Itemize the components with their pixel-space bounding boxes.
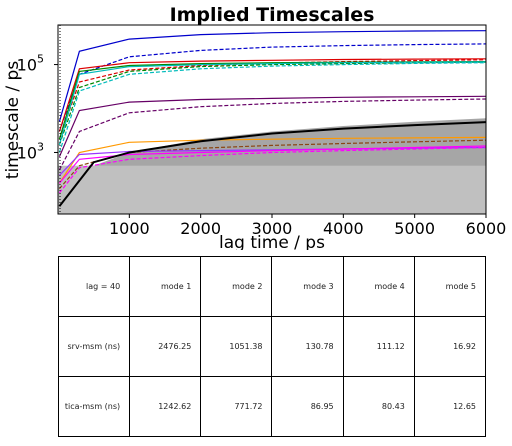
series-line-9: [58, 95, 487, 157]
table-cell: 1051.38: [200, 316, 273, 377]
table-cell: mode 2: [200, 256, 273, 317]
table-cell: mode 5: [413, 256, 487, 317]
shaded-region-lower: [58, 165, 486, 214]
series-line-1: [58, 30, 487, 122]
series-line-11: [58, 136, 487, 184]
table-cell: 130.78: [271, 316, 344, 377]
series-line-10: [58, 98, 487, 171]
series-line-12: [58, 139, 487, 190]
table-cell: 2476.25: [129, 316, 202, 377]
plot-area: [58, 25, 487, 214]
series-line-2: [58, 43, 487, 132]
table-row-label: lag = 40: [57, 256, 131, 317]
table-header-row: lag = 40 mode 1 mode 2 mode 3 mode 4 mode 5: [57, 256, 487, 317]
table-cell: 16.92: [413, 316, 487, 377]
series-line-15: [58, 146, 487, 194]
table-row: tica-msm (ns) 1242.62 771.72 86.95 80.43 12.6…: [57, 376, 487, 437]
table-cell: 12.65: [413, 376, 487, 437]
table-cell: 1242.62: [129, 376, 202, 437]
series-line-14: [58, 145, 487, 184]
series-line-16: [58, 121, 487, 207]
table-cell: 111.12: [342, 316, 415, 377]
x-axis-label: lag time / ps: [219, 233, 325, 250]
timescale-table: lag = 40 mode 1 mode 2 mode 3 mode 4 mode 5 sr…: [57, 256, 487, 437]
x-tick-label: 1000: [109, 219, 150, 238]
table-cell: mode 4: [342, 256, 415, 317]
table-cell: 80.43: [342, 376, 415, 437]
table-cell: 771.72: [200, 376, 273, 437]
timescales-chart: Implied Timescales 1000 2000 3000 4000 5000 6…: [3, 4, 506, 250]
table-row: srv-msm (ns) 2476.25 1051.38 130.78 111.12 16…: [57, 316, 487, 377]
chart-title: Implied Timescales: [170, 4, 375, 26]
series-line-8: [58, 62, 487, 153]
table-cell: 86.95: [271, 376, 344, 437]
table-cell: mode 3: [271, 256, 344, 317]
table-cell: mode 1: [129, 256, 202, 317]
table-row-label: tica-msm (ns): [57, 376, 131, 437]
series-line-7: [58, 61, 487, 145]
y-axis-label: timescale / ps: [3, 61, 23, 180]
series-line-3: [58, 58, 487, 132]
table-row-label: srv-msm (ns): [57, 316, 131, 377]
x-axis: 1000 2000 3000 4000 5000 6000: [109, 214, 506, 238]
x-tick-label: 2000: [180, 219, 221, 238]
x-tick-label: 4000: [323, 219, 364, 238]
x-tick-label: 5000: [394, 219, 435, 238]
x-tick-label: 3000: [252, 219, 293, 238]
x-tick-label: 6000: [466, 219, 507, 238]
